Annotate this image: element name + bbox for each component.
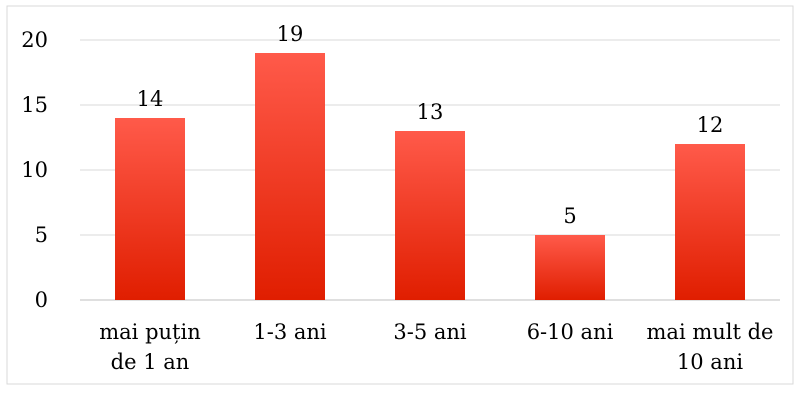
data-label: 14	[137, 87, 164, 111]
data-label: 19	[277, 22, 304, 46]
x-tick-label: 3-5 ani	[393, 320, 467, 344]
x-tick-label-line: 6-10 ani	[527, 320, 614, 344]
data-label: 12	[697, 113, 724, 137]
y-tick-label: 15	[21, 93, 48, 117]
data-label: 5	[563, 204, 576, 228]
bar	[395, 131, 465, 300]
x-tick-label-line: de 1 an	[111, 350, 190, 374]
data-label: 13	[417, 100, 444, 124]
bar	[675, 144, 745, 300]
y-tick-label: 20	[21, 28, 48, 52]
bar	[115, 118, 185, 300]
bar	[535, 235, 605, 300]
x-tick-label: 1-3 ani	[253, 320, 327, 344]
x-tick-label: mai puțin de 1 an	[99, 320, 200, 374]
x-tick-label: mai mult de 10 ani	[647, 320, 774, 374]
x-tick-label-line: 3-5 ani	[393, 320, 467, 344]
x-tick-label-line: mai puțin	[99, 320, 200, 344]
x-tick-label-line: 10 ani	[677, 350, 743, 374]
bar	[255, 53, 325, 300]
x-tick-label-line: 1-3 ani	[253, 320, 327, 344]
y-tick-label: 5	[35, 223, 48, 247]
bars	[115, 53, 745, 300]
x-tick-label-line: mai mult de	[647, 320, 774, 344]
y-tick-label: 0	[35, 288, 48, 312]
x-tick-label: 6-10 ani	[527, 320, 614, 344]
data-labels: 14 19 13 5 12	[137, 22, 724, 228]
y-tick-label: 10	[21, 158, 48, 182]
x-axis-ticks: mai puțin de 1 an 1-3 ani 3-5 ani 6-10 ani ma…	[99, 320, 773, 374]
chart-border	[6, 5, 794, 385]
y-axis-ticks: 0 5 10 15 20	[21, 28, 48, 312]
